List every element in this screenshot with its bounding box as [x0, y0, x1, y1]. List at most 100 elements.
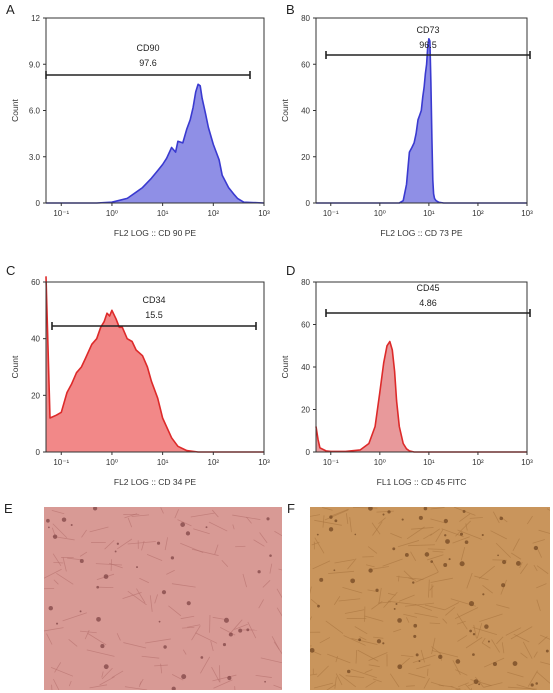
cell-process: [410, 551, 417, 561]
x-tick-label: 10¹: [157, 209, 169, 218]
cell-process: [255, 674, 272, 678]
cell-body: [484, 624, 489, 629]
gate-label: CD45: [416, 283, 439, 293]
cell-process: [62, 557, 67, 572]
cell-body: [156, 541, 161, 545]
cell-body: [497, 554, 499, 557]
cell-body: [430, 560, 433, 563]
cell-body: [462, 510, 466, 513]
cell-process: [452, 660, 461, 675]
cell-process: [405, 685, 415, 687]
cell-process: [136, 588, 146, 604]
cell-process: [310, 598, 320, 607]
photo-background: [310, 507, 550, 690]
cell-process: [399, 594, 415, 602]
cell-body: [79, 559, 84, 564]
cell-body: [48, 605, 53, 611]
cell-process: [472, 626, 498, 635]
cell-process: [537, 548, 542, 558]
cell-body: [70, 524, 73, 527]
cell-process: [387, 600, 416, 606]
cell-process: [371, 522, 381, 535]
cell-body: [397, 664, 403, 670]
cell-process: [334, 559, 355, 564]
cell-body: [464, 540, 469, 544]
cell-body: [52, 534, 58, 539]
histogram-area: [316, 38, 527, 203]
cell-process: [532, 539, 545, 544]
cell-process: [124, 686, 148, 690]
panel-letter-d: D: [286, 263, 296, 278]
y-axis-label: Count: [10, 99, 20, 122]
cell-process: [124, 513, 138, 519]
cell-process: [310, 514, 320, 517]
cell-body: [316, 533, 319, 536]
cell-body: [205, 526, 208, 529]
x-tick-label: 10⁰: [374, 458, 386, 467]
cell-process: [511, 552, 522, 560]
cell-process: [444, 602, 460, 611]
cell-body: [387, 510, 391, 514]
micrograph-f-image: [310, 507, 550, 690]
cell-process: [211, 666, 220, 683]
cell-process: [465, 637, 483, 649]
cell-process: [310, 586, 312, 595]
cell-process: [364, 615, 384, 622]
cell-process: [540, 661, 550, 665]
cell-process: [496, 636, 504, 645]
y-tick-label: 6.0: [29, 107, 41, 116]
cell-process: [474, 575, 489, 581]
cell-body: [96, 616, 101, 622]
cell-process: [536, 599, 541, 612]
cell-process: [538, 529, 550, 534]
cell-process: [232, 524, 235, 530]
cell-process: [276, 588, 282, 599]
x-tick-label: 10¹: [423, 209, 435, 218]
cell-process: [416, 664, 431, 670]
cell-process: [322, 515, 325, 528]
cell-process: [168, 605, 182, 617]
cell-process: [116, 633, 121, 641]
x-tick-label: 10³: [521, 209, 533, 218]
cell-body: [487, 640, 490, 643]
cell-body: [502, 559, 507, 565]
cell-process: [482, 584, 493, 594]
histogram-line: [316, 38, 527, 204]
cell-process: [536, 583, 547, 589]
cell-process: [427, 668, 429, 676]
cell-process: [193, 528, 210, 535]
cell-body: [264, 680, 266, 683]
cell-body: [200, 656, 204, 659]
cell-process: [351, 638, 378, 645]
cell-process: [213, 679, 233, 689]
cell-process: [312, 650, 322, 656]
cell-body: [499, 516, 504, 521]
cell-process: [232, 514, 261, 520]
y-tick-label: 20: [301, 406, 310, 415]
y-tick-label: 20: [301, 153, 310, 162]
cell-body: [413, 634, 417, 638]
cell-process: [326, 684, 336, 690]
y-tick-label: 0: [36, 199, 41, 208]
cell-body: [469, 629, 473, 633]
cell-process: [166, 569, 175, 575]
cell-process: [212, 616, 225, 620]
cell-process: [127, 517, 133, 528]
cell-process: [382, 558, 403, 567]
cell-process: [160, 507, 164, 514]
cell-process: [127, 590, 147, 606]
cell-process: [101, 667, 113, 680]
gate-label: CD90: [136, 43, 159, 53]
x-tick-label: 10³: [258, 209, 270, 218]
cell-process: [424, 604, 445, 611]
cell-body: [375, 588, 379, 592]
cell-body: [48, 526, 50, 529]
cell-process: [414, 612, 438, 618]
cell-process: [53, 561, 64, 564]
cell-process: [334, 676, 337, 689]
cell-process: [412, 654, 436, 664]
cell-process: [492, 511, 500, 524]
cell-process: [389, 673, 400, 688]
cell-process: [495, 542, 511, 558]
cell-body: [382, 513, 385, 516]
